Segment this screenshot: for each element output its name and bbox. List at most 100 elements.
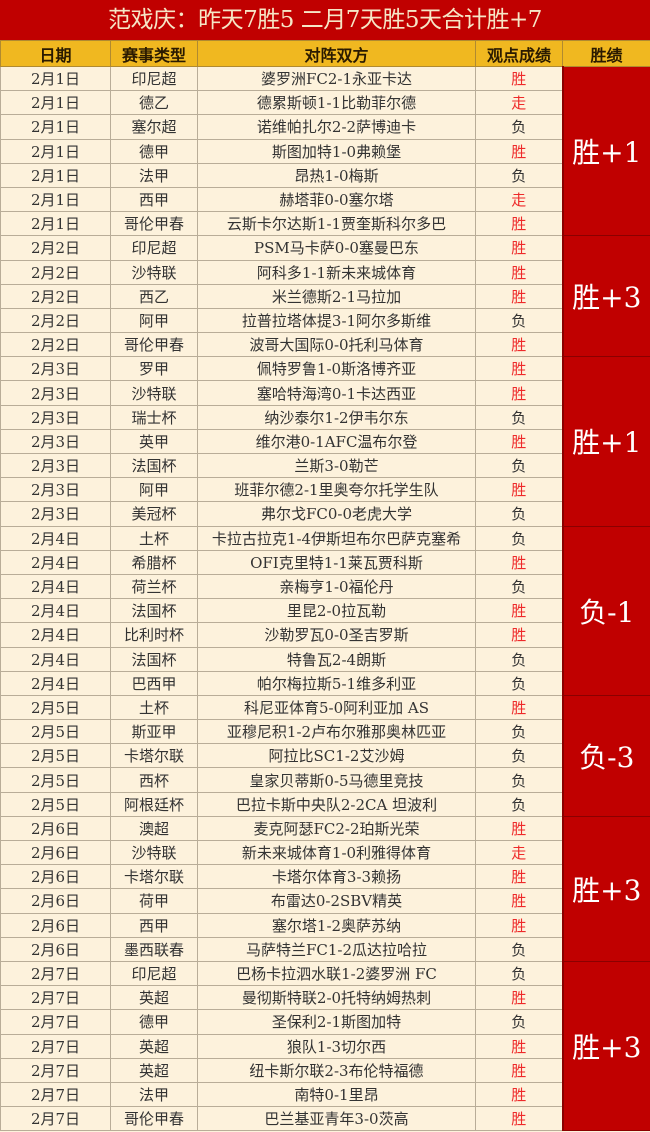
day-record-cell: 胜+1: [561, 65, 650, 237]
match-cell: 马萨特兰FC1-2瓜达拉哈拉: [197, 936, 476, 962]
table-row: 2月1日 法甲 昂热1-0梅斯负: [0, 162, 650, 188]
table-row: 2月7日 英超 纽卡斯尔联2-3布伦特福德胜: [0, 1057, 650, 1083]
date-cell: 2月4日: [0, 573, 111, 600]
date-cell: 2月3日: [0, 428, 111, 455]
result-cell: 胜: [475, 380, 563, 406]
table-row: 2月7日 哥伦甲春 巴兰基亚青年3-0茨高胜: [0, 1106, 650, 1132]
table-row: 2月2日 沙特联 阿科多1-1新未来城体育胜: [0, 259, 650, 285]
date-cell: 2月4日: [0, 646, 111, 672]
match-cell: 德累斯顿1-1比勒菲尔德: [197, 90, 476, 116]
match-cell: 赫塔菲0-0塞尔塔: [197, 186, 476, 213]
match-cell: PSM马卡萨0-0塞曼巴东: [197, 235, 476, 261]
match-cell: 特鲁瓦2-4朗斯: [197, 646, 476, 672]
date-cell: 2月2日: [0, 259, 111, 285]
date-cell: 2月3日: [0, 404, 111, 430]
result-cell: 胜: [475, 888, 563, 914]
league-cell: 西杯: [110, 767, 198, 793]
table-row: 2月4日 荷兰杯 亲梅亨1-0福伦丹负: [0, 573, 650, 600]
date-cell: 2月1日: [0, 186, 111, 213]
date-cell: 2月6日: [0, 936, 111, 962]
table-row: 2月4日 希腊杯 OFI克里特1-1莱瓦贾科斯胜: [0, 549, 650, 575]
result-cell: 负: [475, 404, 563, 430]
date-cell: 2月1日: [0, 138, 111, 164]
table-row: 2月1日 西甲 赫塔菲0-0塞尔塔走: [0, 186, 650, 213]
match-cell: 诺维帕扎尔2-2萨博迪卡: [197, 114, 476, 140]
match-cell: 帕尔梅拉斯5-1维多利亚: [197, 670, 476, 696]
league-cell: 法国杯: [110, 646, 198, 672]
match-cell: 沙勒罗瓦0-0圣吉罗斯: [197, 622, 476, 648]
table-row: 2月4日 法国杯 特鲁瓦2-4朗斯负: [0, 646, 650, 672]
league-cell: 英超: [110, 1033, 198, 1059]
match-cell: 巴兰基亚青年3-0茨高: [197, 1106, 476, 1132]
match-cell: 亚穆尼积1-2卢布尔雅那奥林匹亚: [197, 719, 476, 745]
match-cell: 曼彻斯特联2-0托特纳姆热刺: [197, 985, 476, 1011]
match-cell: OFI克里特1-1莱瓦贾科斯: [197, 549, 476, 575]
table-body: 2月1日 印尼超 婆罗洲FC2-1永亚卡达胜胜+1 2月1日 德乙 德累斯顿1-1比勒菲尔…: [0, 65, 650, 1132]
date-cell: 2月1日: [0, 162, 111, 188]
match-cell: 圣保利2-1斯图加特: [197, 1009, 476, 1035]
league-cell: 英超: [110, 1057, 198, 1083]
result-cell: 胜: [475, 864, 563, 890]
date-cell: 2月7日: [0, 1081, 111, 1108]
table-row: 2月1日 德甲 斯图加特1-0弗赖堡胜: [0, 138, 650, 164]
result-cell: 负: [475, 960, 563, 987]
match-cell: 昂热1-0梅斯: [197, 162, 476, 188]
result-cell: 胜: [475, 815, 563, 842]
league-cell: 阿甲: [110, 307, 198, 334]
result-cell: 负: [475, 719, 563, 745]
result-cell: 胜: [475, 356, 563, 382]
result-cell: 负: [475, 936, 563, 962]
match-cell: 云斯卡尔达斯1-1贾奎斯科尔多巴: [197, 211, 476, 237]
league-cell: 卡塔尔联: [110, 864, 198, 890]
match-cell: 维尔港0-1AFC温布尔登: [197, 428, 476, 455]
result-cell: 负: [475, 501, 563, 527]
match-cell: 班菲尔德2-1里奥夸尔托学生队: [197, 477, 476, 503]
match-cell: 巴杨卡拉泗水联1-2婆罗洲 FC: [197, 960, 476, 987]
result-cell: 胜: [475, 598, 563, 624]
table-row: 2月2日 阿甲 拉普拉塔体提3-1阿尔多斯维负: [0, 307, 650, 334]
league-cell: 比利时杯: [110, 622, 198, 648]
match-cell: 卡拉古拉克1-4伊斯坦布尔巴萨克塞希: [197, 525, 476, 551]
result-cell: 负: [475, 1009, 563, 1035]
result-cell: 负: [475, 767, 563, 793]
table-row: 2月3日 阿甲 班菲尔德2-1里奥夸尔托学生队胜: [0, 477, 650, 503]
result-cell: 胜: [475, 985, 563, 1011]
league-cell: 西乙: [110, 283, 198, 309]
match-cell: 佩特罗鲁1-0斯洛博齐亚: [197, 356, 476, 382]
table-row: 2月5日 卡塔尔联 阿拉比SC1-2艾沙姆负: [0, 743, 650, 769]
league-cell: 斯亚甲: [110, 719, 198, 745]
result-cell: 胜: [475, 65, 563, 92]
result-cell: 胜: [475, 1081, 563, 1108]
match-cell: 巴拉卡斯中央队2-2CA 坦波利: [197, 791, 476, 817]
table-row: 2月7日 英超 曼彻斯特联2-0托特纳姆热刺胜: [0, 985, 650, 1011]
table-row: 2月2日 西乙 米兰德斯2-1马拉加胜: [0, 283, 650, 309]
date-cell: 2月5日: [0, 743, 111, 769]
date-cell: 2月7日: [0, 1033, 111, 1059]
table-row: 2月3日 英甲 维尔港0-1AFC温布尔登胜: [0, 428, 650, 455]
date-cell: 2月2日: [0, 332, 111, 358]
date-cell: 2月1日: [0, 211, 111, 237]
result-cell: 胜: [475, 259, 563, 285]
match-cell: 拉普拉塔体提3-1阿尔多斯维: [197, 307, 476, 334]
day-record-cell: 负-3: [561, 694, 650, 817]
league-cell: 土杯: [110, 525, 198, 551]
result-cell: 胜: [475, 235, 563, 261]
date-cell: 2月6日: [0, 815, 111, 842]
result-cell: 胜: [475, 622, 563, 648]
date-cell: 2月7日: [0, 1009, 111, 1035]
league-cell: 墨西联春: [110, 936, 198, 962]
table-row: 2月3日 瑞士杯 纳沙泰尔1-2伊韦尔东负: [0, 404, 650, 430]
league-cell: 西甲: [110, 186, 198, 213]
league-cell: 瑞士杯: [110, 404, 198, 430]
league-cell: 巴西甲: [110, 670, 198, 696]
league-cell: 法国杯: [110, 598, 198, 624]
result-cell: 负: [475, 162, 563, 188]
league-cell: 哥伦甲春: [110, 1106, 198, 1132]
match-cell: 狼队1-3切尔西: [197, 1033, 476, 1059]
table-row: 2月7日 法甲 南特0-1里昂胜: [0, 1081, 650, 1108]
date-cell: 2月1日: [0, 90, 111, 116]
league-cell: 沙特联: [110, 839, 198, 866]
match-cell: 塞哈特海湾0-1卡达西亚: [197, 380, 476, 406]
date-cell: 2月4日: [0, 549, 111, 575]
date-cell: 2月3日: [0, 452, 111, 479]
